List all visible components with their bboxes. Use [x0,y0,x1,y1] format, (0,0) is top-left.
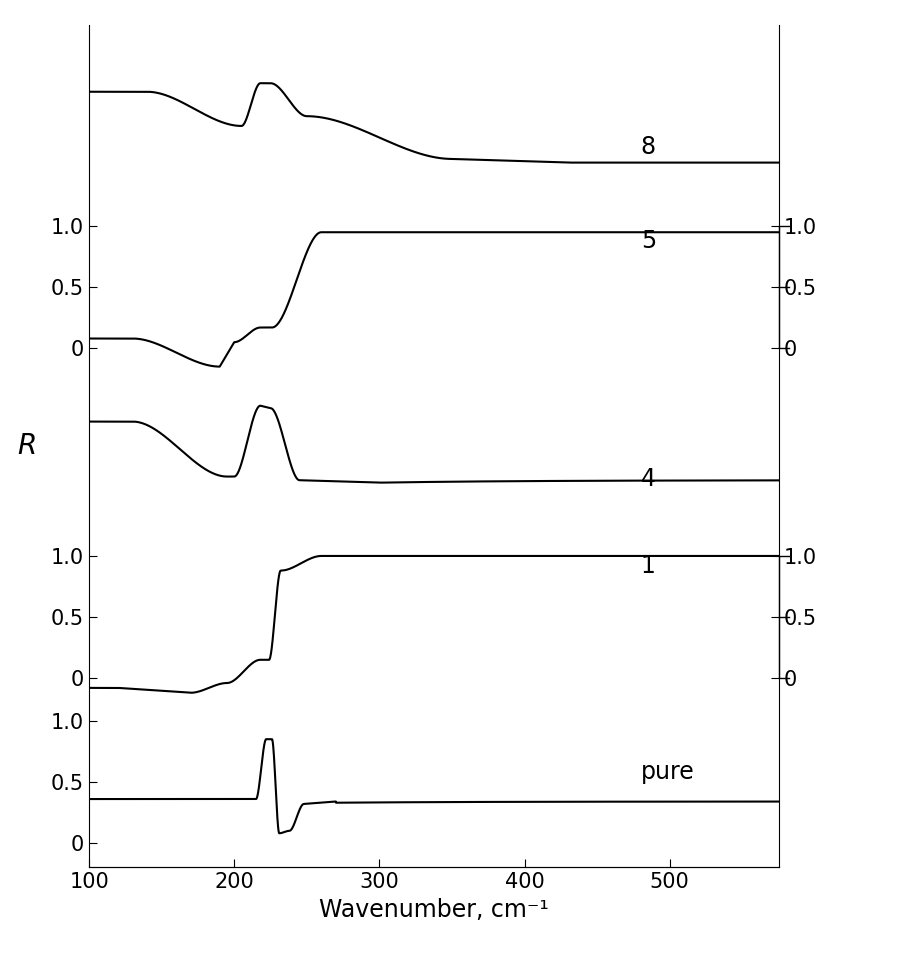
Text: pure: pure [640,760,695,784]
Text: 4: 4 [640,467,656,491]
X-axis label: Wavenumber, cm⁻¹: Wavenumber, cm⁻¹ [319,898,549,922]
Text: 1: 1 [640,554,656,577]
Text: 8: 8 [640,135,656,159]
Text: R: R [18,432,37,460]
Text: 5: 5 [640,228,656,252]
